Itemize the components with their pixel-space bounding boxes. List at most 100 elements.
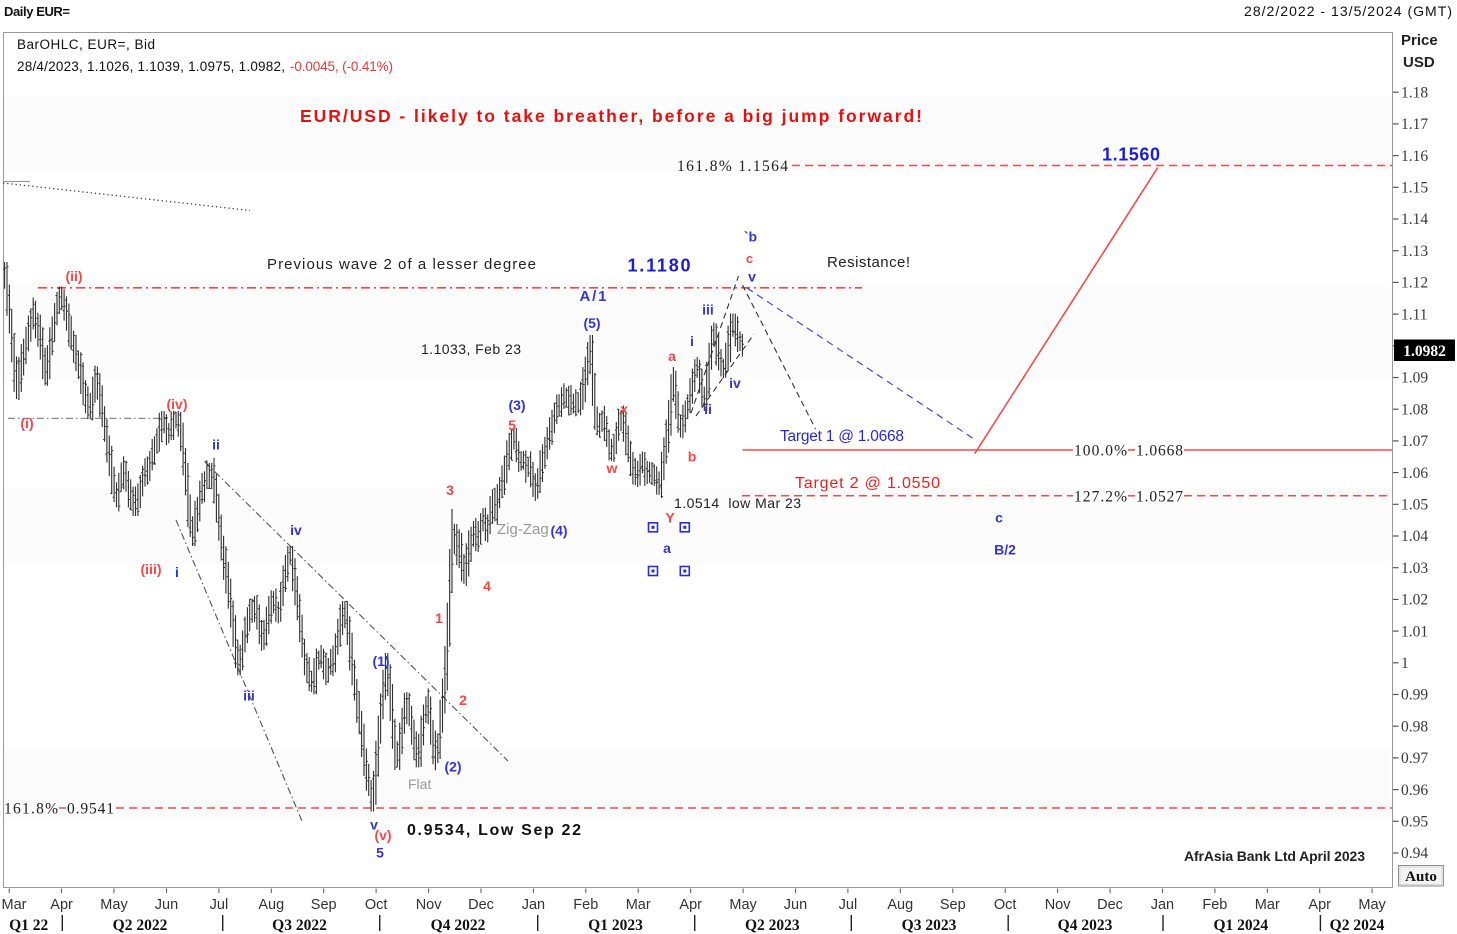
svg-text:Q2 2022: Q2 2022	[113, 917, 168, 934]
svg-text:1.11: 1.11	[1401, 306, 1428, 323]
svg-text:ii: ii	[704, 401, 712, 417]
svg-text:AfrAsia Bank Ltd April 2023: AfrAsia Bank Ltd April 2023	[1184, 848, 1365, 864]
svg-text:Q1 22: Q1 22	[9, 917, 48, 934]
svg-text:Q1 2023: Q1 2023	[588, 917, 643, 934]
svg-text:1.06: 1.06	[1401, 465, 1428, 482]
svg-text:Jan: Jan	[1151, 897, 1174, 913]
svg-text:1.09: 1.09	[1401, 370, 1428, 387]
svg-text:iii: iii	[702, 302, 714, 318]
svg-text:1.13: 1.13	[1401, 243, 1428, 260]
svg-text:1.1560: 1.1560	[1102, 145, 1160, 165]
svg-text:v: v	[748, 269, 756, 285]
svg-text:`b: `b	[744, 229, 757, 245]
svg-text:Resistance!: Resistance!	[827, 254, 910, 271]
svg-text:w: w	[606, 460, 618, 476]
svg-text:a: a	[663, 540, 671, 556]
svg-text:0.97: 0.97	[1401, 750, 1428, 767]
svg-text:(4): (4)	[550, 523, 567, 539]
svg-text:Q2 2023: Q2 2023	[745, 917, 800, 934]
svg-text:Sep: Sep	[311, 897, 337, 913]
svg-text:1.04: 1.04	[1401, 528, 1428, 545]
svg-text:Nov: Nov	[416, 897, 443, 913]
svg-text:Aug: Aug	[887, 897, 913, 913]
svg-text:1.0527: 1.0527	[1136, 488, 1183, 505]
svg-text:Q3 2023: Q3 2023	[902, 917, 957, 934]
svg-text:A/1: A/1	[580, 288, 607, 305]
svg-text:Q3 2022: Q3 2022	[272, 917, 327, 934]
svg-text:May: May	[100, 897, 128, 913]
svg-text:Mar: Mar	[2, 897, 27, 913]
svg-text:B/2: B/2	[994, 542, 1016, 558]
svg-text:1.01: 1.01	[1401, 623, 1428, 640]
svg-text:Oct: Oct	[365, 897, 388, 913]
svg-text:0.9534, Low Sep 22: 0.9534, Low Sep 22	[407, 822, 581, 839]
svg-text:May: May	[729, 897, 757, 913]
svg-text:Target 1 @ 1.0668: Target 1 @ 1.0668	[780, 428, 904, 445]
svg-text:Price: Price	[1401, 32, 1438, 49]
svg-text:Jan: Jan	[522, 897, 545, 913]
svg-text:v: v	[370, 817, 378, 833]
svg-text:Flat: Flat	[408, 776, 431, 792]
svg-text:161.8%: 161.8%	[4, 801, 58, 818]
svg-text:(ii): (ii)	[65, 268, 82, 284]
svg-text:EUR/USD - likely to take breat: EUR/USD - likely to take breather, befor…	[300, 106, 922, 126]
svg-text:Jul: Jul	[210, 897, 229, 913]
svg-text:1.03: 1.03	[1401, 560, 1428, 577]
svg-text:1.15: 1.15	[1401, 180, 1428, 197]
svg-text:Target 2 @ 1.0550: Target 2 @ 1.0550	[795, 475, 940, 492]
svg-text:i: i	[690, 333, 694, 349]
svg-text:100.0%: 100.0%	[1074, 443, 1127, 460]
svg-text:Previous wave 2 of a lesser de: Previous wave 2 of a lesser degree	[267, 256, 536, 273]
svg-text:1.07: 1.07	[1401, 433, 1428, 450]
svg-text:Dec: Dec	[468, 897, 494, 913]
svg-text:1.0514 low Mar 23: 1.0514 low Mar 23	[674, 495, 801, 511]
svg-text:(iii): (iii)	[141, 561, 162, 577]
svg-text:Mar: Mar	[626, 897, 651, 913]
svg-text:5: 5	[508, 417, 516, 433]
svg-text:Apr: Apr	[1308, 897, 1331, 913]
svg-text:Apr: Apr	[50, 897, 73, 913]
svg-text:161.8% 1.1564: 161.8% 1.1564	[677, 158, 788, 175]
svg-text:iv: iv	[290, 522, 302, 538]
svg-text:Dec: Dec	[1097, 897, 1123, 913]
svg-text:127.2%: 127.2%	[1074, 488, 1127, 505]
svg-text:Jun: Jun	[784, 897, 807, 913]
svg-text:Feb: Feb	[573, 897, 598, 913]
svg-text:0.9541: 0.9541	[67, 801, 114, 818]
svg-text:1.0668: 1.0668	[1136, 443, 1183, 460]
svg-text:Zig-Zag: Zig-Zag	[497, 521, 549, 538]
svg-text:Oct: Oct	[994, 897, 1017, 913]
svg-text:0.98: 0.98	[1401, 718, 1428, 735]
svg-text:(3): (3)	[508, 397, 525, 413]
svg-text:(1): (1)	[372, 653, 389, 669]
svg-text:3: 3	[446, 482, 454, 498]
svg-text:(i): (i)	[20, 415, 33, 431]
svg-text:0.95: 0.95	[1401, 814, 1428, 831]
svg-text:28/4/2023, 1.1026, 1.1039, 1.0: 28/4/2023, 1.1026, 1.1039, 1.0975, 1.098…	[17, 59, 285, 74]
svg-text:Apr: Apr	[679, 897, 702, 913]
svg-text:2: 2	[459, 692, 467, 708]
svg-text:Mar: Mar	[1255, 897, 1280, 913]
svg-text:x: x	[620, 401, 628, 417]
svg-text:(iv): (iv)	[167, 396, 188, 412]
svg-text:1.08: 1.08	[1401, 401, 1428, 418]
svg-text:1.14: 1.14	[1401, 211, 1428, 228]
svg-text:Jul: Jul	[839, 897, 858, 913]
svg-text:Feb: Feb	[1202, 897, 1227, 913]
svg-text:May: May	[1358, 897, 1386, 913]
svg-text:ii: ii	[212, 437, 220, 453]
svg-text:(v): (v)	[374, 827, 391, 843]
svg-text:i: i	[175, 564, 179, 580]
svg-text:5: 5	[376, 845, 384, 861]
svg-text:4: 4	[483, 578, 491, 594]
svg-text:Auto: Auto	[1405, 869, 1437, 885]
svg-text:1: 1	[435, 610, 443, 626]
svg-text:1.0982: 1.0982	[1403, 343, 1446, 360]
svg-text:USD: USD	[1403, 54, 1435, 71]
svg-text:1.18: 1.18	[1401, 84, 1428, 101]
svg-text:c: c	[995, 510, 1003, 526]
svg-text:1.05: 1.05	[1401, 497, 1428, 514]
svg-text:Q4 2022: Q4 2022	[431, 917, 486, 934]
svg-text:Jun: Jun	[155, 897, 178, 913]
svg-text:(5): (5)	[583, 315, 600, 331]
